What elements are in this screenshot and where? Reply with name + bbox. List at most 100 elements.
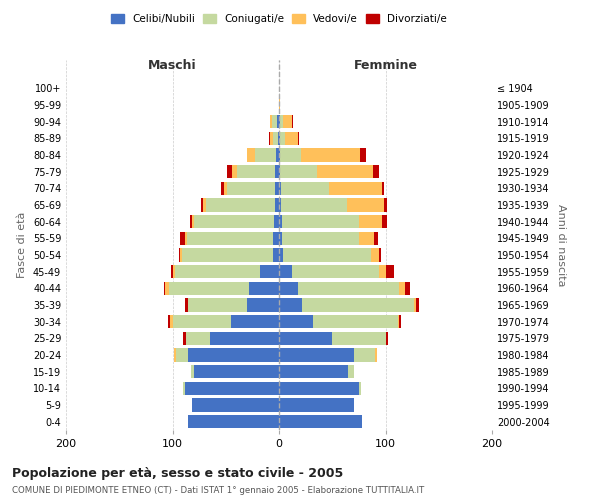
- Bar: [194, 215, 274, 228]
- Bar: [203, 198, 206, 211]
- Bar: [277, 115, 279, 128]
- Bar: [298, 132, 299, 145]
- Bar: [185, 232, 187, 245]
- Y-axis label: Anni di nascita: Anni di nascita: [556, 204, 566, 286]
- Bar: [416, 298, 419, 312]
- Bar: [191, 398, 279, 411]
- Bar: [385, 198, 386, 211]
- Bar: [221, 182, 224, 195]
- Bar: [279, 332, 332, 345]
- Bar: [269, 132, 271, 145]
- Bar: [271, 132, 272, 145]
- Text: Femmine: Femmine: [353, 60, 418, 72]
- Bar: [279, 298, 302, 312]
- Bar: [247, 148, 254, 162]
- Bar: [227, 165, 232, 178]
- Bar: [279, 382, 359, 395]
- Bar: [301, 148, 360, 162]
- Bar: [379, 265, 386, 278]
- Bar: [398, 315, 400, 328]
- Bar: [260, 265, 279, 278]
- Bar: [280, 115, 283, 128]
- Bar: [206, 198, 275, 211]
- Bar: [302, 298, 414, 312]
- Bar: [283, 248, 371, 262]
- Bar: [292, 265, 379, 278]
- Text: Maschi: Maschi: [148, 60, 197, 72]
- Bar: [180, 248, 182, 262]
- Bar: [188, 415, 279, 428]
- Bar: [382, 215, 386, 228]
- Bar: [191, 215, 194, 228]
- Bar: [281, 198, 347, 211]
- Bar: [232, 165, 238, 178]
- Bar: [249, 282, 279, 295]
- Bar: [272, 248, 279, 262]
- Bar: [274, 215, 279, 228]
- Bar: [278, 132, 279, 145]
- Bar: [279, 248, 283, 262]
- Bar: [275, 165, 279, 178]
- Bar: [180, 232, 185, 245]
- Bar: [173, 348, 176, 362]
- Bar: [188, 298, 247, 312]
- Bar: [359, 215, 382, 228]
- Bar: [168, 315, 170, 328]
- Bar: [279, 198, 281, 211]
- Bar: [201, 198, 203, 211]
- Bar: [272, 132, 278, 145]
- Bar: [191, 365, 194, 378]
- Bar: [280, 148, 301, 162]
- Bar: [247, 298, 279, 312]
- Bar: [183, 332, 187, 345]
- Bar: [279, 165, 280, 178]
- Bar: [280, 132, 286, 145]
- Bar: [280, 165, 317, 178]
- Bar: [173, 265, 175, 278]
- Bar: [279, 315, 313, 328]
- Bar: [347, 198, 385, 211]
- Bar: [279, 215, 282, 228]
- Bar: [382, 182, 385, 195]
- Bar: [279, 132, 280, 145]
- Bar: [298, 282, 400, 295]
- Bar: [231, 315, 279, 328]
- Bar: [165, 282, 169, 295]
- Bar: [279, 265, 292, 278]
- Bar: [194, 365, 279, 378]
- Bar: [286, 132, 298, 145]
- Bar: [275, 182, 279, 195]
- Bar: [279, 232, 282, 245]
- Bar: [185, 298, 188, 312]
- Text: Popolazione per età, sesso e stato civile - 2005: Popolazione per età, sesso e stato civil…: [12, 468, 343, 480]
- Bar: [353, 348, 375, 362]
- Bar: [179, 248, 180, 262]
- Bar: [279, 348, 353, 362]
- Bar: [276, 148, 279, 162]
- Bar: [175, 265, 260, 278]
- Bar: [360, 148, 367, 162]
- Bar: [185, 382, 279, 395]
- Bar: [332, 332, 386, 345]
- Bar: [279, 415, 362, 428]
- Bar: [374, 232, 378, 245]
- Bar: [275, 198, 279, 211]
- Bar: [283, 115, 292, 128]
- Bar: [373, 165, 379, 178]
- Bar: [224, 182, 227, 195]
- Bar: [279, 282, 298, 295]
- Bar: [359, 232, 374, 245]
- Bar: [164, 282, 165, 295]
- Bar: [190, 215, 191, 228]
- Bar: [183, 382, 185, 395]
- Bar: [375, 348, 377, 362]
- Bar: [386, 332, 388, 345]
- Bar: [371, 248, 379, 262]
- Bar: [281, 182, 329, 195]
- Bar: [238, 165, 275, 178]
- Bar: [282, 232, 359, 245]
- Bar: [400, 315, 401, 328]
- Bar: [348, 365, 353, 378]
- Bar: [279, 182, 281, 195]
- Text: COMUNE DI PIEDIMONTE ETNEO (CT) - Dati ISTAT 1° gennaio 2005 - Elaborazione TUTT: COMUNE DI PIEDIMONTE ETNEO (CT) - Dati I…: [12, 486, 424, 495]
